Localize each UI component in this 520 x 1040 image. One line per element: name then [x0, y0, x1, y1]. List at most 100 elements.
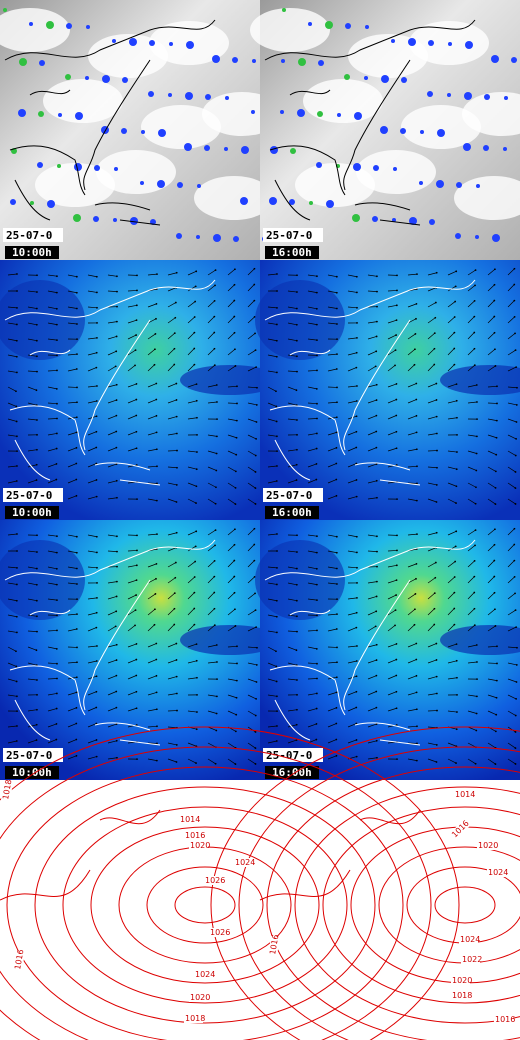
- wind-arrow: [367, 415, 377, 420]
- arrow-head: [395, 564, 398, 567]
- arrow-head: [55, 551, 58, 554]
- arrow-head: [395, 430, 398, 433]
- wind-arrow: [467, 332, 475, 340]
- wind-arrow: [167, 643, 177, 648]
- wind-arrow: [507, 742, 516, 749]
- time-box: [265, 766, 319, 779]
- wind-arrow: [67, 495, 77, 500]
- wind-arrow: [487, 544, 495, 552]
- arrow-head: [75, 691, 78, 694]
- wind-arrow: [487, 316, 495, 324]
- precip: [344, 74, 350, 80]
- wind-arrow: [67, 306, 77, 309]
- precip: [30, 201, 34, 205]
- wind-arrow: [127, 365, 136, 372]
- wind-arrow: [287, 739, 297, 744]
- arrow-head: [394, 364, 396, 367]
- wind-arrow: [7, 646, 17, 652]
- arrow-head: [315, 323, 318, 326]
- arrow-head: [356, 322, 358, 324]
- wind-arrow: [247, 544, 255, 552]
- arrow-head: [253, 575, 256, 578]
- precip: [318, 60, 324, 66]
- arrow-head: [275, 583, 278, 586]
- wind-arrow: [267, 725, 277, 728]
- wind-arrow: [207, 384, 217, 388]
- arrow-head: [416, 273, 418, 276]
- arrow-head: [295, 479, 298, 481]
- wind-arrow: [247, 593, 256, 600]
- arrow-head: [473, 624, 476, 627]
- arrow-head: [56, 599, 58, 602]
- arrow-head: [476, 401, 478, 403]
- wind-arrow: [447, 576, 455, 584]
- wind-arrow: [187, 383, 197, 388]
- arrow-head: [56, 629, 58, 632]
- arrow-head: [156, 533, 158, 536]
- wind-arrow: [187, 624, 195, 632]
- wind-arrow: [127, 383, 137, 388]
- wind-arrow: [347, 431, 357, 436]
- arrow-head: [434, 316, 437, 319]
- coastline: [264, 19, 476, 226]
- arrow-head: [375, 479, 378, 482]
- arrow-head: [493, 559, 496, 562]
- arrow-head: [435, 432, 438, 435]
- arrow-head: [175, 744, 178, 746]
- arrow-head: [195, 468, 198, 471]
- wind-arrow: [507, 402, 517, 406]
- arrow-head: [355, 706, 358, 709]
- precip: [169, 42, 173, 46]
- arrow-head: [174, 316, 177, 319]
- precip: [373, 165, 379, 171]
- wind-arrow: [187, 660, 197, 664]
- arrow-head: [513, 543, 516, 546]
- date-box: [263, 488, 323, 502]
- wind-arrow: [427, 643, 437, 648]
- arrow-head: [375, 446, 378, 449]
- arrow-head: [115, 383, 118, 386]
- wind-arrow: [107, 581, 117, 584]
- arrow-head: [173, 347, 176, 350]
- precip: [66, 23, 72, 29]
- arrow-head: [355, 291, 358, 294]
- arrow-head: [214, 269, 217, 272]
- precip: [465, 41, 473, 49]
- arrow-head: [215, 644, 218, 646]
- arrow-head: [56, 275, 58, 278]
- wind-arrow: [247, 694, 257, 700]
- arrow-head: [36, 679, 38, 681]
- arrow-head: [135, 724, 138, 726]
- wind-arrow: [247, 662, 257, 666]
- arrow-head: [516, 646, 518, 649]
- wind-arrow: [327, 692, 337, 696]
- arrow-head: [276, 306, 278, 309]
- wind-arrow: [107, 447, 117, 452]
- wind-arrow: [247, 758, 256, 765]
- wind-arrow: [27, 582, 37, 586]
- wind-arrow: [107, 740, 117, 744]
- arrow-head: [35, 479, 38, 481]
- arrow-head: [376, 535, 378, 538]
- wind-arrow: [387, 349, 396, 356]
- arrow-head: [454, 300, 457, 303]
- arrow-head: [15, 420, 18, 423]
- precip: [233, 236, 239, 242]
- wind-arrow: [107, 274, 117, 277]
- arrow-head: [473, 607, 476, 610]
- wind-arrow: [287, 662, 297, 666]
- wind-arrow: [107, 366, 116, 372]
- arrow-head: [16, 450, 18, 453]
- wind-arrow: [7, 694, 17, 697]
- precip: [205, 94, 211, 100]
- arrow-head: [116, 756, 118, 759]
- wind-arrow: [507, 466, 516, 473]
- arrow-head: [75, 567, 78, 570]
- arrow-head: [456, 433, 458, 436]
- wind-arrow: [247, 726, 256, 733]
- wind-arrow: [327, 661, 337, 664]
- arrow-head: [55, 447, 58, 450]
- arrow-head: [135, 564, 138, 567]
- arrow-head: [435, 744, 438, 746]
- isobar: [238, 746, 520, 1040]
